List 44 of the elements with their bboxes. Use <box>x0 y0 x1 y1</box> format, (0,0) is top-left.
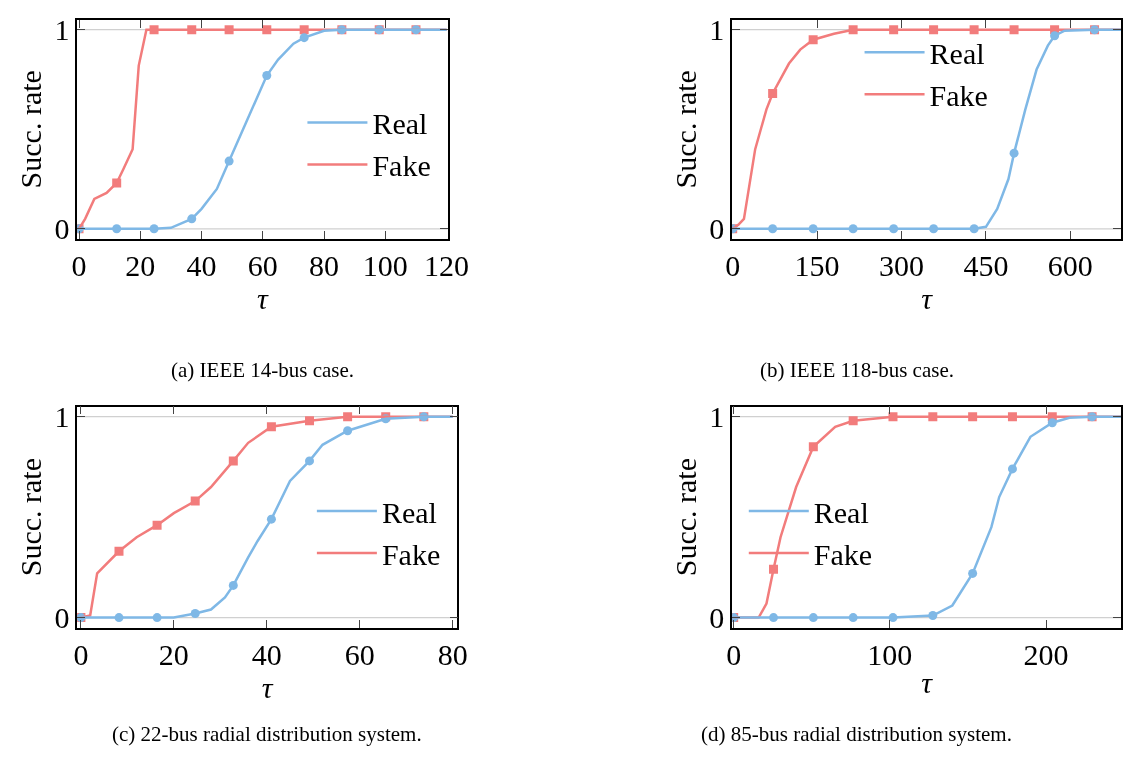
legend-label: Fake <box>372 149 431 183</box>
y-axis-title: Succ. rate <box>13 458 47 577</box>
text: (b) IEEE 118-bus case. <box>760 358 954 382</box>
x-tick-label: 150 <box>794 249 840 283</box>
x-axis-title: τ <box>256 282 269 316</box>
x-tick-label: 80 <box>309 249 340 283</box>
x-tick-label: 60 <box>344 638 375 672</box>
x-tick-label: 40 <box>251 638 282 672</box>
x-tick-label: 80 <box>437 638 468 672</box>
x-axis-title: τ <box>921 666 934 700</box>
legend-label: Fake <box>381 537 441 571</box>
text: (d) 85-bus radial distribution system. <box>701 722 1012 746</box>
x-tick-label: 200 <box>1023 638 1069 672</box>
x-tick-label: 100 <box>362 249 408 283</box>
x-tick-label: 300 <box>879 249 925 283</box>
y-tick-label: 0 <box>54 601 70 635</box>
x-tick-label: 100 <box>867 638 913 672</box>
x-tick-label: 20 <box>125 249 156 283</box>
x-tick-label: 600 <box>1047 249 1093 283</box>
x-axis-title: τ <box>921 282 934 316</box>
y-tick-label: 0 <box>709 212 725 246</box>
legend-label: Real <box>813 495 869 529</box>
y-tick-label: 1 <box>709 400 725 434</box>
x-tick-label: 60 <box>247 249 278 283</box>
x-tick-label: 450 <box>963 249 1009 283</box>
x-tick-label: 20 <box>158 638 189 672</box>
x-tick-label: 40 <box>186 249 217 283</box>
y-tick-label: 0 <box>709 601 725 635</box>
y-axis-title: Succ. rate <box>668 458 702 577</box>
legend-label: Real <box>381 495 437 529</box>
x-axis-title: τ <box>261 671 274 705</box>
y-tick-label: 1 <box>709 13 725 47</box>
legend-label: Fake <box>813 537 873 571</box>
text: (a) IEEE 14-bus case. <box>171 358 355 382</box>
y-tick-label: 0 <box>54 212 70 246</box>
legend-label: Real <box>929 37 985 71</box>
y-axis-title: Succ. rate <box>668 70 702 189</box>
y-axis-title: Succ. rate <box>13 70 47 189</box>
y-tick-label: 1 <box>54 400 70 434</box>
y-tick-label: 1 <box>54 13 70 47</box>
legend-label: Real <box>372 107 428 141</box>
text: (c) 22-bus radial distribution system. <box>112 722 422 746</box>
legend-label: Fake <box>929 79 988 113</box>
x-tick-label: 120 <box>424 249 470 283</box>
